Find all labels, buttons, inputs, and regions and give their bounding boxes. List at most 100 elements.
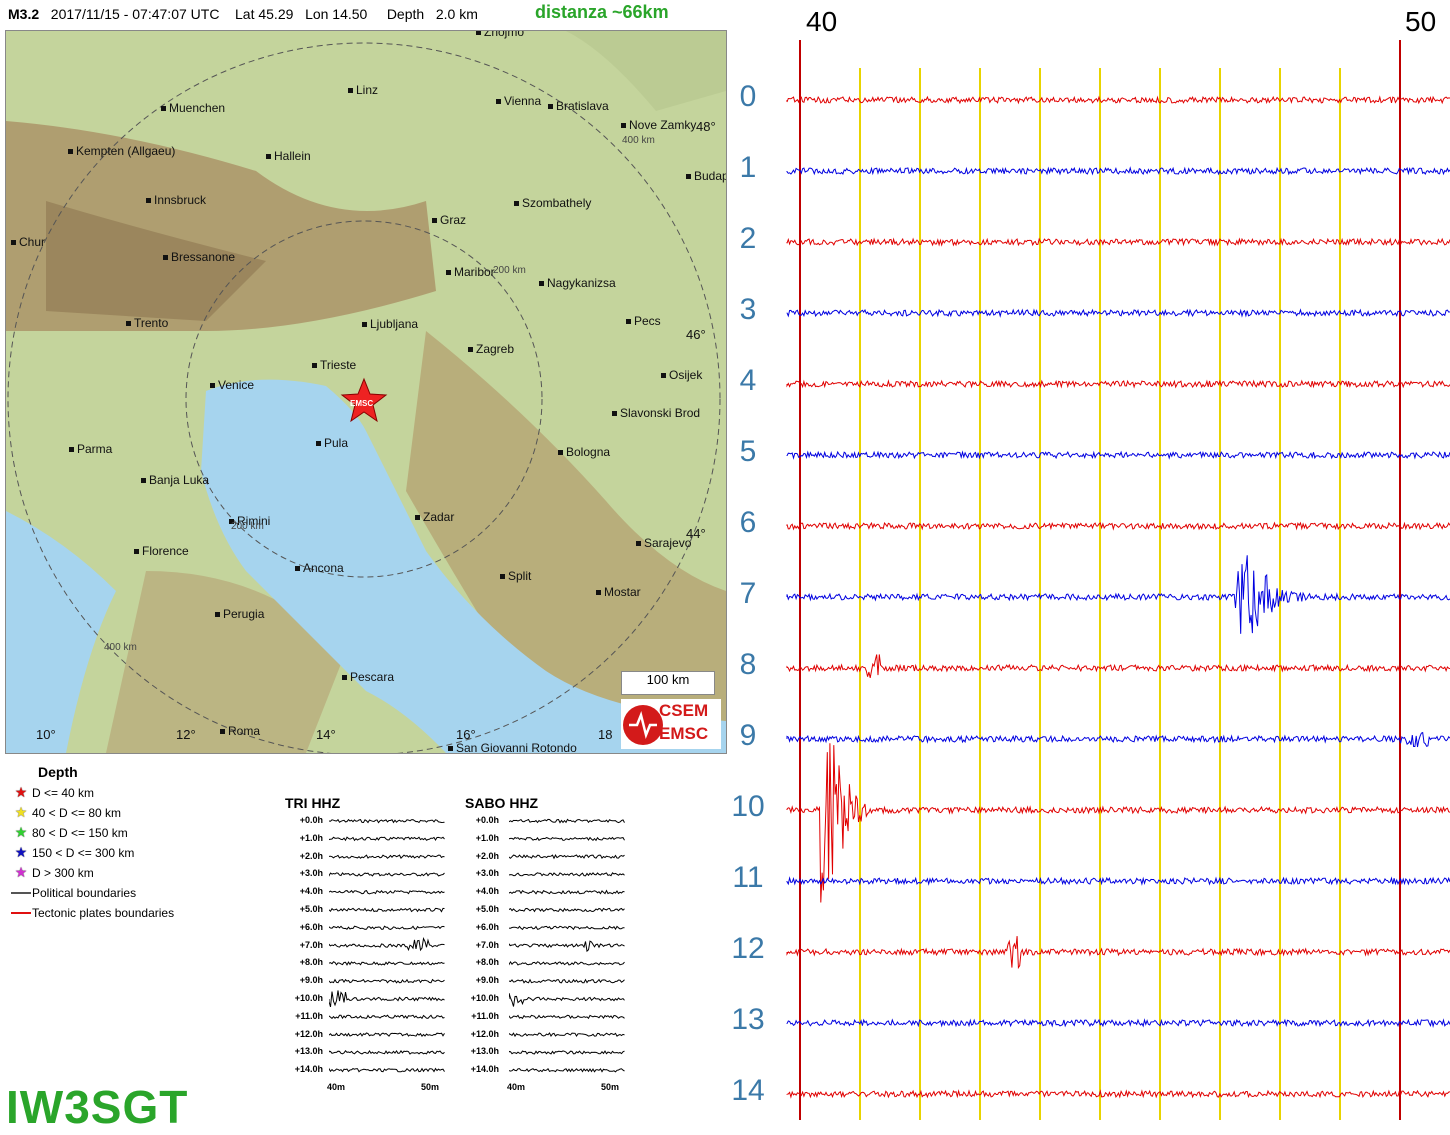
legend-label: 40 < D <= 80 km bbox=[32, 806, 122, 820]
map-city: Innsbruck bbox=[146, 193, 206, 207]
event-lon: Lon 14.50 bbox=[305, 6, 368, 22]
tri-axis-start: 40m bbox=[327, 1082, 346, 1092]
hour-row-label: 11 bbox=[732, 861, 764, 894]
mini-trace bbox=[509, 1067, 625, 1073]
longitude-label: 12° bbox=[176, 727, 196, 742]
mini-row-label: +3.0h bbox=[475, 868, 499, 879]
event-star-icon bbox=[340, 377, 388, 423]
tri-axis-end: 50m bbox=[421, 1082, 440, 1092]
map-city: Bologna bbox=[558, 445, 610, 459]
legend-label: Tectonic plates boundaries bbox=[32, 906, 175, 920]
mini-row-label: +2.0h bbox=[475, 850, 499, 861]
mini-row-label: +5.0h bbox=[475, 904, 499, 914]
seismic-trace bbox=[786, 654, 1450, 679]
mini-row-label: +14.0h bbox=[470, 1064, 499, 1075]
longitude-label: 10° bbox=[36, 727, 56, 742]
mini-trace bbox=[329, 978, 445, 984]
mini-row-label: +12.0h bbox=[294, 1028, 323, 1039]
map-city: Bressanone bbox=[163, 250, 235, 264]
mini-row-label: +9.0h bbox=[299, 975, 323, 986]
map-city: Kempten (Allgaeu) bbox=[68, 144, 175, 158]
map-city: Ljubljana bbox=[362, 317, 418, 331]
hour-row-label: 1 bbox=[739, 151, 757, 184]
seismic-trace bbox=[786, 1089, 1450, 1099]
distance-ring-label: 200 km bbox=[493, 265, 526, 276]
seismic-trace bbox=[786, 166, 1450, 176]
minute-end-label: 50 bbox=[1405, 6, 1437, 37]
hour-row-label: 9 bbox=[739, 719, 757, 752]
event-datetime: 2017/11/15 - 07:47:07 UTC bbox=[50, 6, 220, 22]
longitude-label: 18 bbox=[598, 727, 613, 742]
legend-item: Tectonic plates boundaries bbox=[10, 904, 174, 920]
tri-hhz-title: TRI HHZ bbox=[285, 795, 341, 811]
latitude-label: 48° bbox=[696, 119, 716, 134]
mini-row-label: +6.0h bbox=[475, 921, 499, 932]
mini-trace bbox=[509, 925, 625, 931]
mini-trace bbox=[329, 925, 445, 931]
legend-item: ★ 80 < D <= 150 km bbox=[10, 824, 128, 841]
mini-trace bbox=[329, 1049, 445, 1055]
mini-trace bbox=[509, 836, 625, 842]
map-city: Vienna bbox=[496, 94, 541, 108]
map-city: Linz bbox=[348, 83, 378, 97]
legend-item: ★ D > 300 km bbox=[10, 864, 94, 881]
legend-title: Depth bbox=[38, 764, 78, 780]
hour-row-label: 12 bbox=[731, 932, 765, 965]
mini-row-label: +0.0h bbox=[299, 815, 323, 825]
map-city: Chur bbox=[11, 235, 45, 249]
mini-row-label: +11.0h bbox=[295, 1010, 323, 1021]
seismic-trace bbox=[786, 450, 1450, 460]
hour-row-label: 10 bbox=[731, 790, 765, 823]
map-city: Pula bbox=[316, 436, 348, 450]
seismogram-panel: 40 50 0 1 2 3 4 5 6 7 8 9 10 11 12 13 14 bbox=[730, 0, 1450, 1135]
map-city: Hallein bbox=[266, 149, 311, 163]
mini-row-label: +1.0h bbox=[299, 832, 323, 843]
map-city: Trieste bbox=[312, 358, 356, 372]
seismic-trace bbox=[786, 521, 1450, 531]
hour-row-label: 8 bbox=[739, 648, 757, 681]
hour-row-label: 13 bbox=[731, 1003, 765, 1036]
mini-row-label: +3.0h bbox=[299, 868, 323, 879]
hour-row-label: 2 bbox=[739, 222, 757, 255]
map-city: Parma bbox=[69, 442, 112, 456]
mini-trace bbox=[509, 940, 625, 953]
mini-row-label: +11.0h bbox=[471, 1010, 499, 1021]
mini-row-label: +6.0h bbox=[299, 921, 323, 932]
star-icon: ★ bbox=[14, 824, 28, 840]
mini-trace bbox=[329, 836, 445, 842]
sabo-axis-start: 40m bbox=[507, 1082, 526, 1092]
map-city: Nagykanizsa bbox=[539, 276, 616, 290]
mini-trace bbox=[509, 872, 625, 877]
mini-row-label: +5.0h bbox=[299, 904, 323, 914]
map-city: Roma bbox=[220, 724, 260, 738]
mini-row-label: +0.0h bbox=[475, 815, 499, 825]
epicenter-map: Muenchen Linz Vienna Bratislava Nove Zamky Ke… bbox=[5, 30, 727, 754]
map-city: Ancona bbox=[295, 561, 344, 575]
mini-trace bbox=[509, 1050, 625, 1055]
legend-label: D > 300 km bbox=[32, 866, 94, 880]
seismic-trace bbox=[786, 379, 1450, 389]
map-background bbox=[6, 31, 726, 753]
mini-row-label: +14.0h bbox=[294, 1064, 323, 1075]
seismic-trace bbox=[786, 555, 1450, 634]
seismic-trace bbox=[786, 1018, 1450, 1028]
legend-label: Political boundaries bbox=[32, 886, 137, 900]
tri-hhz-traces bbox=[329, 818, 445, 1073]
map-city: Budape bbox=[686, 169, 726, 183]
mini-trace bbox=[509, 993, 625, 1007]
mini-row-label: +4.0h bbox=[299, 886, 323, 897]
map-city: Znojmo bbox=[476, 31, 524, 39]
hour-row-label: 7 bbox=[739, 577, 757, 610]
map-city: Perugia bbox=[215, 607, 264, 621]
mini-trace bbox=[509, 907, 625, 913]
mini-trace bbox=[329, 1067, 445, 1073]
mini-row-label: +7.0h bbox=[299, 939, 323, 950]
mini-trace bbox=[329, 937, 445, 952]
callsign: IW3SGT bbox=[6, 1081, 189, 1133]
mini-row-label: +8.0h bbox=[299, 957, 323, 968]
seismic-trace bbox=[786, 743, 1450, 903]
mini-trace bbox=[509, 978, 625, 984]
mini-trace bbox=[509, 1032, 625, 1038]
seismic-trace bbox=[786, 308, 1450, 318]
hour-row-label: 0 bbox=[739, 80, 757, 113]
